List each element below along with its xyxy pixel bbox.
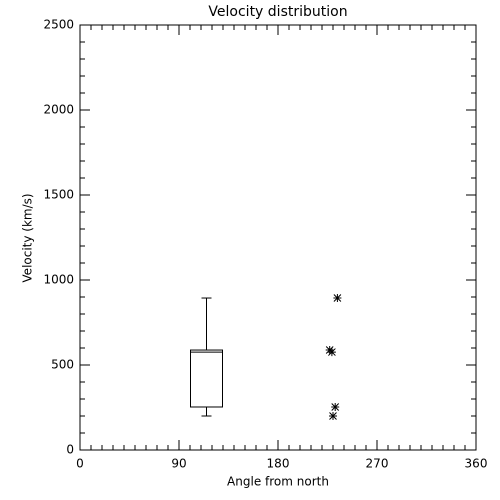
y-tick-label: 1500 <box>43 188 74 202</box>
y-tick-label: 500 <box>51 358 74 372</box>
x-tick-label: 180 <box>267 457 290 471</box>
plot-frame <box>79 24 477 451</box>
y-tick-label: 1000 <box>43 273 74 287</box>
x-tick-label: 0 <box>76 457 84 471</box>
x-tick-label: 90 <box>171 457 186 471</box>
asterisk <box>327 348 336 357</box>
x-tick-label: 270 <box>366 457 389 471</box>
asterisk <box>329 412 337 420</box>
asterisk <box>331 402 340 411</box>
y-tick-label: 0 <box>66 443 74 457</box>
y-tick-label: 2500 <box>43 18 74 32</box>
x-axis-label: Angle from north <box>227 475 329 489</box>
chart-title: Velocity distribution <box>208 4 347 20</box>
y-axis-label: Velocity (km/s) <box>21 193 35 282</box>
x-tick-label: 360 <box>465 457 488 471</box>
box <box>190 349 223 408</box>
asterisk <box>333 294 342 303</box>
y-tick-label: 2000 <box>43 103 74 117</box>
